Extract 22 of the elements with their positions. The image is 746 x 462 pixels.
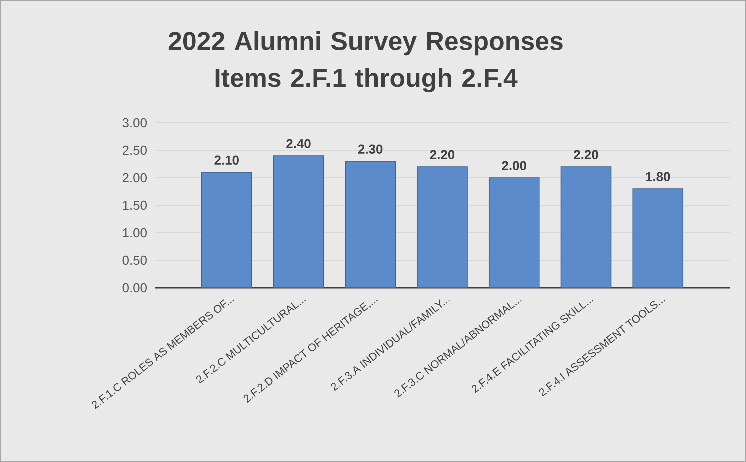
- data-label: 1.80: [646, 172, 670, 182]
- bar: [201, 172, 252, 288]
- data-label: 2.40: [286, 139, 311, 148]
- y-tick-label: 2.00: [122, 173, 147, 183]
- bar: [560, 166, 612, 288]
- bar: [273, 156, 324, 288]
- y-tick-label: 0.00: [122, 283, 147, 293]
- data-label: 2.00: [502, 161, 526, 170]
- y-tick-label: 3.00: [122, 118, 147, 128]
- data-label: 2.10: [214, 156, 239, 165]
- data-label: 2.20: [574, 150, 598, 160]
- data-label: 2.20: [430, 150, 455, 160]
- bar: [345, 161, 396, 288]
- y-tick-label: 1.50: [123, 200, 147, 210]
- y-tick-label: 1.00: [123, 228, 147, 238]
- bar: [632, 188, 684, 288]
- data-label: 2.30: [358, 144, 383, 154]
- bar: [488, 178, 540, 288]
- y-tick-label: 0.50: [122, 256, 147, 266]
- bar: [417, 166, 468, 288]
- chart-title: 2022 Alumni Survey Responses Items 2.F.1 through 2.F.4: [168, 31, 563, 93]
- y-tick-label: 2.50: [122, 146, 147, 156]
